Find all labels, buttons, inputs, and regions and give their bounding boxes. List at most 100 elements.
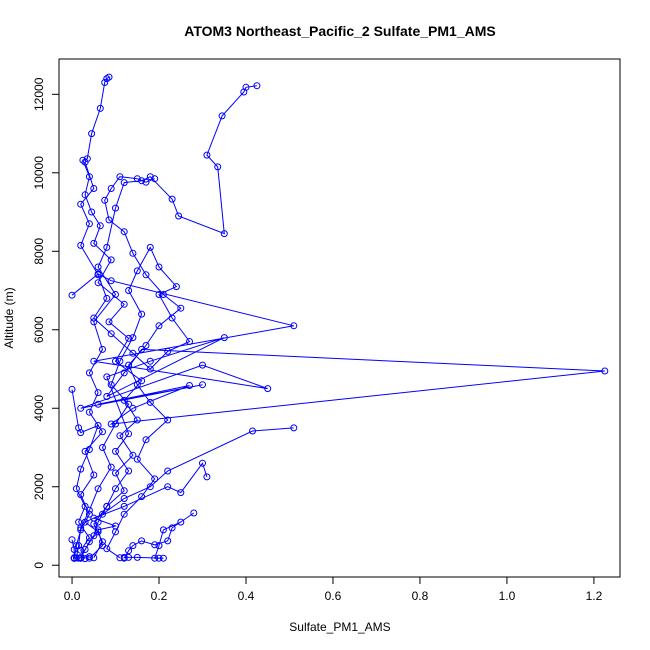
data-point xyxy=(155,322,163,330)
data-point xyxy=(103,243,111,251)
data-point xyxy=(133,175,141,183)
data-point xyxy=(151,554,159,562)
y-tick-label: 10000 xyxy=(32,156,46,190)
data-point xyxy=(168,195,176,203)
data-point xyxy=(90,554,98,562)
data-point xyxy=(77,241,85,249)
data-point xyxy=(81,546,89,553)
profile-series xyxy=(70,82,261,562)
x-tick-label: 0.2 xyxy=(151,589,168,603)
data-point xyxy=(77,546,85,554)
y-tick-label: 4000 xyxy=(32,395,46,422)
data-point xyxy=(159,526,167,534)
profile-series xyxy=(77,424,298,562)
x-tick-label: 0.8 xyxy=(412,589,429,603)
data-point xyxy=(90,532,98,540)
data-point xyxy=(125,467,133,475)
data-point xyxy=(218,112,226,120)
data-point xyxy=(101,196,109,204)
data-point xyxy=(83,155,91,163)
data-point xyxy=(125,287,133,294)
data-point xyxy=(81,518,89,526)
data-point xyxy=(81,158,89,166)
data-point xyxy=(96,104,104,112)
data-point xyxy=(68,536,76,544)
data-point xyxy=(177,489,185,497)
data-point xyxy=(77,554,85,562)
data-point xyxy=(90,514,98,522)
profile-line xyxy=(75,162,191,558)
profile-series xyxy=(120,518,185,562)
data-point xyxy=(125,547,133,555)
data-point xyxy=(142,342,150,349)
data-point xyxy=(94,263,102,271)
data-point xyxy=(214,163,222,171)
data-point xyxy=(99,510,106,518)
data-point xyxy=(90,471,98,479)
data-point xyxy=(120,502,128,510)
data-point xyxy=(94,485,102,493)
data-point xyxy=(112,522,119,530)
data-point xyxy=(151,175,159,183)
data-point xyxy=(151,541,159,549)
data-point xyxy=(129,404,137,412)
x-tick-label: 0.6 xyxy=(325,589,342,603)
data-point xyxy=(77,200,85,208)
data-point xyxy=(85,446,93,453)
data-point xyxy=(94,422,102,429)
data-point xyxy=(133,455,141,463)
data-point xyxy=(99,542,106,550)
data-point xyxy=(138,537,146,545)
data-point xyxy=(155,554,163,562)
data-point xyxy=(138,310,146,318)
x-tick-label: 1.2 xyxy=(586,589,603,603)
data-point xyxy=(116,173,124,181)
data-point xyxy=(142,436,150,444)
data-point xyxy=(107,277,115,285)
data-point xyxy=(112,291,119,298)
data-point xyxy=(99,444,106,451)
data-point xyxy=(164,483,172,491)
profile-series xyxy=(68,385,102,563)
data-point xyxy=(94,389,102,397)
x-tick-label: 1.0 xyxy=(499,589,516,603)
profile-line xyxy=(89,462,208,559)
data-point xyxy=(129,334,137,342)
data-point xyxy=(138,345,146,353)
data-point xyxy=(199,361,206,369)
data-point xyxy=(99,345,106,353)
data-point xyxy=(103,75,111,83)
profile-line xyxy=(71,273,605,559)
data-point xyxy=(120,487,128,495)
data-point xyxy=(88,208,96,216)
data-point xyxy=(164,416,172,424)
data-point xyxy=(103,393,111,400)
profile-line xyxy=(71,539,90,559)
data-point xyxy=(146,173,154,181)
data-point xyxy=(177,304,185,312)
data-point xyxy=(107,463,115,471)
data-point xyxy=(120,179,128,187)
data-point xyxy=(94,526,102,534)
x-axis-label: Sulfate_PM1_AMS xyxy=(289,620,390,634)
data-point xyxy=(146,365,154,373)
profile-series xyxy=(120,509,198,562)
data-point xyxy=(159,554,167,562)
x-axis: 0.0 0.2 0.4 0.6 0.8 1.0 1.2 xyxy=(64,576,603,603)
data-point xyxy=(264,385,272,393)
data-point xyxy=(85,506,93,514)
data-point xyxy=(129,451,137,459)
profile-series xyxy=(72,158,193,562)
data-point xyxy=(116,357,124,365)
data-point xyxy=(90,314,98,322)
data-point xyxy=(249,427,256,435)
data-point xyxy=(168,524,176,532)
data-point xyxy=(90,357,98,365)
data-point xyxy=(85,408,93,416)
data-point xyxy=(94,400,102,408)
data-point xyxy=(116,554,124,562)
data-point xyxy=(101,79,109,86)
profile-line xyxy=(123,512,195,559)
data-point xyxy=(70,554,78,562)
